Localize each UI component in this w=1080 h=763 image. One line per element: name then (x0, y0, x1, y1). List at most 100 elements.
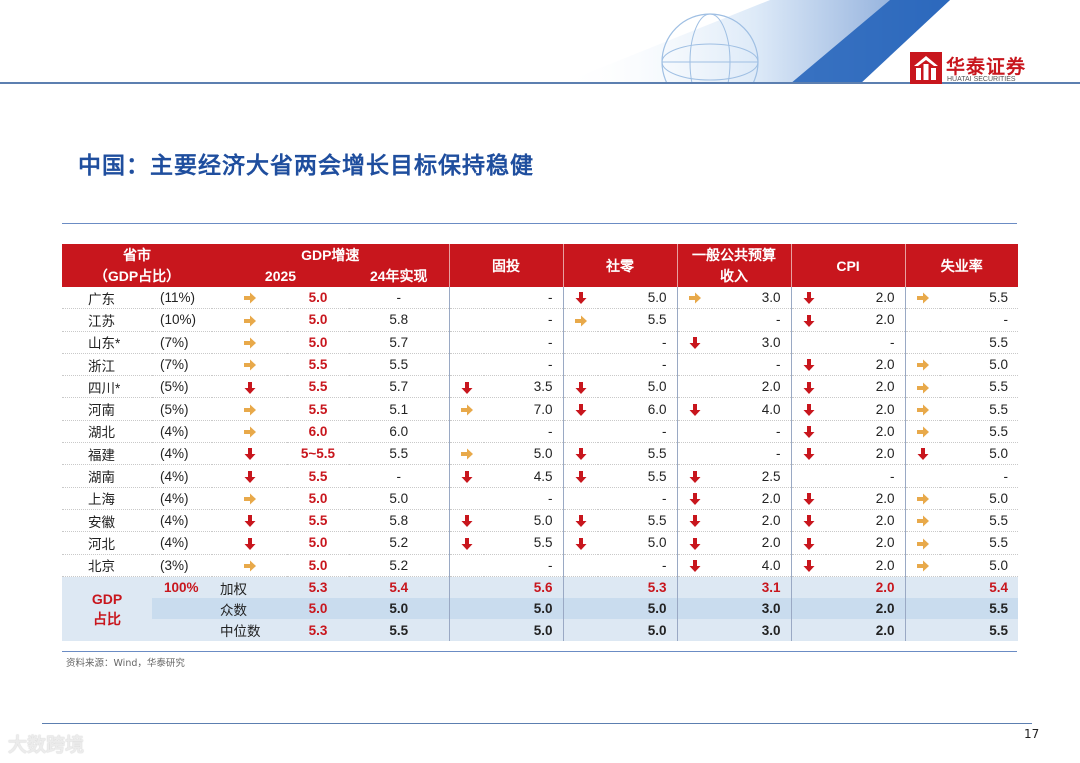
arrow-down-icon (688, 470, 702, 484)
unemployment-arrow-cell (904, 331, 941, 354)
unemployment-cell: 5.5 (940, 331, 1019, 354)
budget-arrow-cell (676, 375, 713, 399)
arrow-right-icon (243, 314, 257, 328)
summary-cpi-cell: 2.0 (826, 576, 906, 599)
summary-row: GDP 占比 100% 加权 5.3 5.4 5.6 5.3 3.1 2.0 5.4 (62, 576, 1019, 641)
cpi-cell: - (826, 464, 906, 488)
summary-share-cell: 100% (152, 576, 212, 599)
summary-unemployment-cell: 5.5 (940, 619, 1019, 641)
province-cell: 湖南 (62, 464, 152, 488)
budget-cell: - (712, 308, 792, 332)
summary-retail-cell: 5.0 (598, 598, 678, 620)
province-cell: 江苏 (62, 308, 152, 332)
budget-cell: - (712, 420, 792, 444)
retail-cell: - (598, 331, 678, 354)
investment-cell: 5.5 (484, 531, 564, 555)
arrow-right-icon (916, 537, 930, 551)
header-province-share: （GDP占比） (62, 265, 212, 287)
gdp-2025-cell: 5.0 (287, 487, 349, 510)
gdp-2024-cell: 5.1 (349, 397, 450, 421)
investment-cell: - (484, 353, 564, 377)
province-cell: 山东* (62, 331, 152, 354)
gdp-2024-cell: 5.2 (349, 531, 450, 555)
share-cell: (11%) (152, 287, 212, 310)
gdp-arrow-cell (212, 308, 287, 332)
summary-investment-cell: 5.6 (484, 576, 564, 599)
header-investment: 固投 (448, 244, 564, 287)
arrow-right-icon (243, 425, 257, 439)
budget-arrow-cell (676, 287, 713, 310)
retail-cell: 5.0 (598, 375, 678, 399)
summary-gdp-label-line1: GDP (91, 590, 123, 607)
arrow-right-icon (916, 403, 930, 417)
summary-spacer (448, 598, 485, 620)
share-cell: (7%) (152, 353, 212, 377)
summary-share-empty (152, 598, 212, 620)
arrow-right-icon (243, 403, 257, 417)
investment-arrow-cell (448, 531, 485, 555)
summary-spacer (448, 576, 485, 599)
gdp-arrow-cell (212, 420, 287, 444)
footer-rule (42, 723, 1032, 724)
gdp-arrow-cell (212, 442, 287, 466)
gdp-arrow-cell (212, 375, 287, 399)
unemployment-arrow-cell (904, 464, 941, 488)
summary-investment-cell: 5.0 (484, 598, 564, 620)
gdp-arrow-cell (212, 509, 287, 533)
cpi-cell: 2.0 (826, 397, 906, 421)
summary-gdp-2024-cell: 5.5 (349, 619, 450, 641)
cpi-arrow-cell (790, 308, 827, 332)
budget-cell: 4.0 (712, 397, 792, 421)
arrow-right-icon (916, 492, 930, 506)
arrow-down-icon (574, 381, 588, 395)
retail-arrow-cell (562, 509, 599, 533)
investment-arrow-cell (448, 442, 485, 466)
arrow-right-icon (460, 403, 474, 417)
gdp-2025-cell: 5.0 (287, 531, 349, 555)
gdp-2025-cell: 5.0 (287, 331, 349, 354)
header-rule (0, 82, 1080, 84)
budget-arrow-cell (676, 308, 713, 332)
unemployment-arrow-cell (904, 509, 941, 533)
arrow-down-icon (574, 291, 588, 305)
arrow-right-icon (460, 447, 474, 461)
cpi-cell: 2.0 (826, 442, 906, 466)
gdp-2024-cell: 5.7 (349, 331, 450, 354)
gdp-2024-cell: 6.0 (349, 420, 450, 444)
summary-spacer (904, 576, 941, 599)
investment-cell: - (484, 331, 564, 354)
investment-cell: - (484, 554, 564, 577)
unemployment-arrow-cell (904, 353, 941, 377)
gdp-2024-cell: - (349, 464, 450, 488)
summary-gdp-2025-cell: 5.3 (287, 576, 349, 599)
share-cell: (7%) (152, 331, 212, 354)
budget-arrow-cell (676, 353, 713, 377)
arrow-down-icon (688, 514, 702, 528)
retail-cell: 5.0 (598, 287, 678, 310)
province-cell: 北京 (62, 554, 152, 577)
retail-cell: 5.5 (598, 464, 678, 488)
summary-gdp-2024-cell: 5.0 (349, 598, 450, 620)
table-row: 江苏 (10%) 5.0 5.8 - 5.5 - 2.0 - (62, 308, 1019, 332)
summary-budget-cell: 3.1 (712, 576, 792, 599)
budget-cell: 2.0 (712, 487, 792, 510)
gdp-2025-cell: 6.0 (287, 420, 349, 444)
cpi-arrow-cell (790, 554, 827, 577)
page-title: 中国：主要经济大省两会增长目标保持稳健 (78, 153, 534, 179)
summary-spacer (562, 598, 599, 620)
investment-cell: 3.5 (484, 375, 564, 399)
unemployment-arrow-cell (904, 442, 941, 466)
arrow-down-icon (802, 314, 816, 328)
arrow-down-icon (243, 514, 257, 528)
unemployment-cell: 5.0 (940, 353, 1019, 377)
summary-spacer (448, 619, 485, 641)
share-cell: (5%) (152, 375, 212, 399)
investment-cell: - (484, 308, 564, 332)
arrow-down-icon (574, 514, 588, 528)
retail-arrow-cell (562, 331, 599, 354)
table-row: 河北 (4%) 5.0 5.2 5.5 5.0 2.0 2.0 5.5 (62, 531, 1019, 555)
gdp-2025-cell: 5.5 (287, 397, 349, 421)
gdp-2025-cell: 5.5 (287, 375, 349, 399)
budget-cell: 3.0 (712, 331, 792, 354)
cpi-arrow-cell (790, 353, 827, 377)
